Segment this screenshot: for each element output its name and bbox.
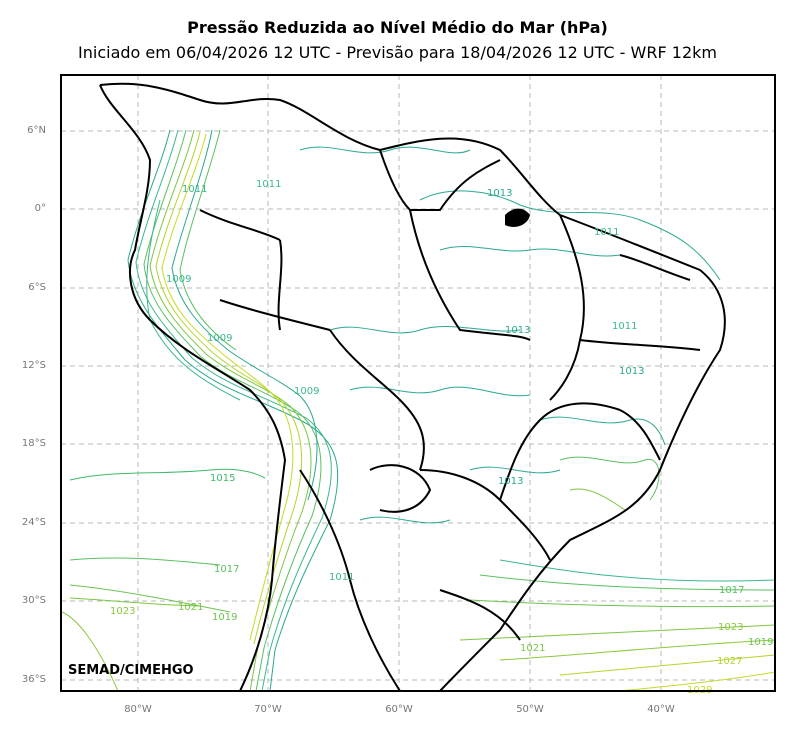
amazon-delta bbox=[505, 208, 530, 227]
contour-label: 1023 bbox=[110, 606, 135, 617]
lat-label: 18°S bbox=[21, 438, 46, 449]
map-frame bbox=[60, 74, 776, 692]
contour-label: 1011 bbox=[594, 227, 619, 238]
lon-label: 60°W bbox=[385, 704, 413, 715]
borders bbox=[99, 82, 726, 691]
graticule bbox=[61, 75, 775, 691]
lat-label: 12°S bbox=[21, 360, 46, 371]
contour-label: 1011 bbox=[256, 179, 281, 190]
lat-label: 6°S bbox=[28, 282, 46, 293]
lat-label: 6°N bbox=[27, 125, 46, 136]
lon-label: 80°W bbox=[124, 704, 152, 715]
contour-label: 1013 bbox=[505, 325, 530, 336]
contour-labels: 1011 1011 1013 1011 1009 1009 1013 1011 1013 1009… bbox=[110, 179, 773, 696]
map-subtitle: Iniciado em 06/04/2026 12 UTC - Previsão… bbox=[78, 43, 717, 62]
contour-label: 1017 bbox=[214, 564, 239, 575]
contour-label: 1009 bbox=[207, 333, 232, 344]
contour-label: 1011 bbox=[612, 321, 637, 332]
contour-label: 1009 bbox=[166, 274, 191, 285]
credit-label: SEMAD/CIMEHGO bbox=[68, 663, 194, 678]
lat-label: 0° bbox=[34, 203, 46, 214]
contour-label: 1011 bbox=[329, 572, 354, 583]
lat-label: 24°S bbox=[21, 517, 46, 528]
contour-label: 1015 bbox=[210, 473, 235, 484]
contour-label: 1021 bbox=[520, 643, 545, 654]
lat-label: 30°S bbox=[21, 595, 46, 606]
map-title: Pressão Reduzida ao Nível Médio do Mar (… bbox=[187, 18, 608, 37]
contour-label: 1027 bbox=[717, 656, 742, 667]
lon-label: 70°W bbox=[254, 704, 282, 715]
contour-label: 1021 bbox=[178, 602, 203, 613]
contour-label: 1013 bbox=[487, 188, 512, 199]
contour-label: 1019 bbox=[212, 612, 237, 623]
contour-label: 1011 bbox=[182, 184, 207, 195]
lon-label: 50°W bbox=[516, 704, 544, 715]
contour-label: 1009 bbox=[294, 386, 319, 397]
contour-label: 1013 bbox=[619, 366, 644, 377]
andes-contours bbox=[127, 129, 339, 691]
interior-contours bbox=[299, 146, 721, 524]
lon-label: 40°W bbox=[647, 704, 675, 715]
contour-label: 1023 bbox=[718, 622, 743, 633]
contour-label: 1017 bbox=[719, 585, 744, 596]
contour-label: 1013 bbox=[498, 476, 523, 487]
ocean-contours bbox=[61, 468, 775, 691]
lat-label: 36°S bbox=[21, 674, 46, 685]
contour-label: 1019 bbox=[748, 637, 773, 648]
